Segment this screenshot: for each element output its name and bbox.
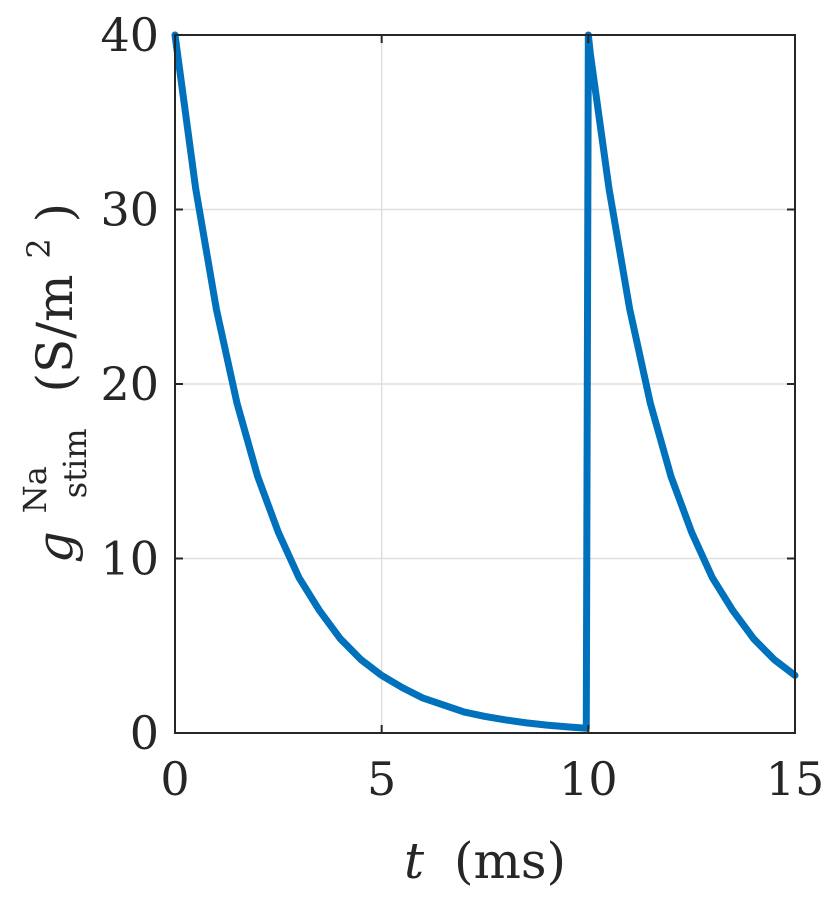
svg-text:g Na stim (S: g Na stim (S/m 2 ) [0, 203, 98, 563]
y-tick-label: 40 [100, 8, 159, 62]
y-axis-subscript: stim [56, 428, 94, 498]
grid-lines [175, 35, 795, 733]
y-axis-label: g Na stim (S/m 2 ) [0, 203, 98, 563]
y-axis-unit-close: ) [26, 203, 84, 223]
series-line-gstim [171, 31, 799, 732]
x-tick-label: 5 [367, 752, 396, 806]
y-axis-symbol: g [26, 531, 84, 563]
y-axis-unit-power: 2 [20, 238, 58, 258]
y-tick-label: 20 [100, 357, 159, 411]
y-axis-unit: (S/m [26, 274, 84, 392]
x-tick-label: 10 [559, 752, 618, 806]
x-tick-labels: 0 5 10 15 [160, 752, 824, 806]
y-tick-label: 30 [100, 183, 159, 237]
x-axis-symbol: t [404, 832, 425, 890]
y-tick-label: 0 [130, 706, 159, 760]
x-tick-label: 0 [160, 752, 189, 806]
x-axis-unit: (ms) [454, 832, 566, 890]
tick-marks [174, 34, 796, 734]
x-axis-label: t (ms) [404, 832, 566, 890]
y-tick-labels: 0 10 20 30 40 [100, 8, 159, 760]
x-tick-label: 15 [766, 752, 825, 806]
y-tick-label: 10 [100, 532, 159, 586]
y-axis-superscript: Na [16, 466, 54, 513]
